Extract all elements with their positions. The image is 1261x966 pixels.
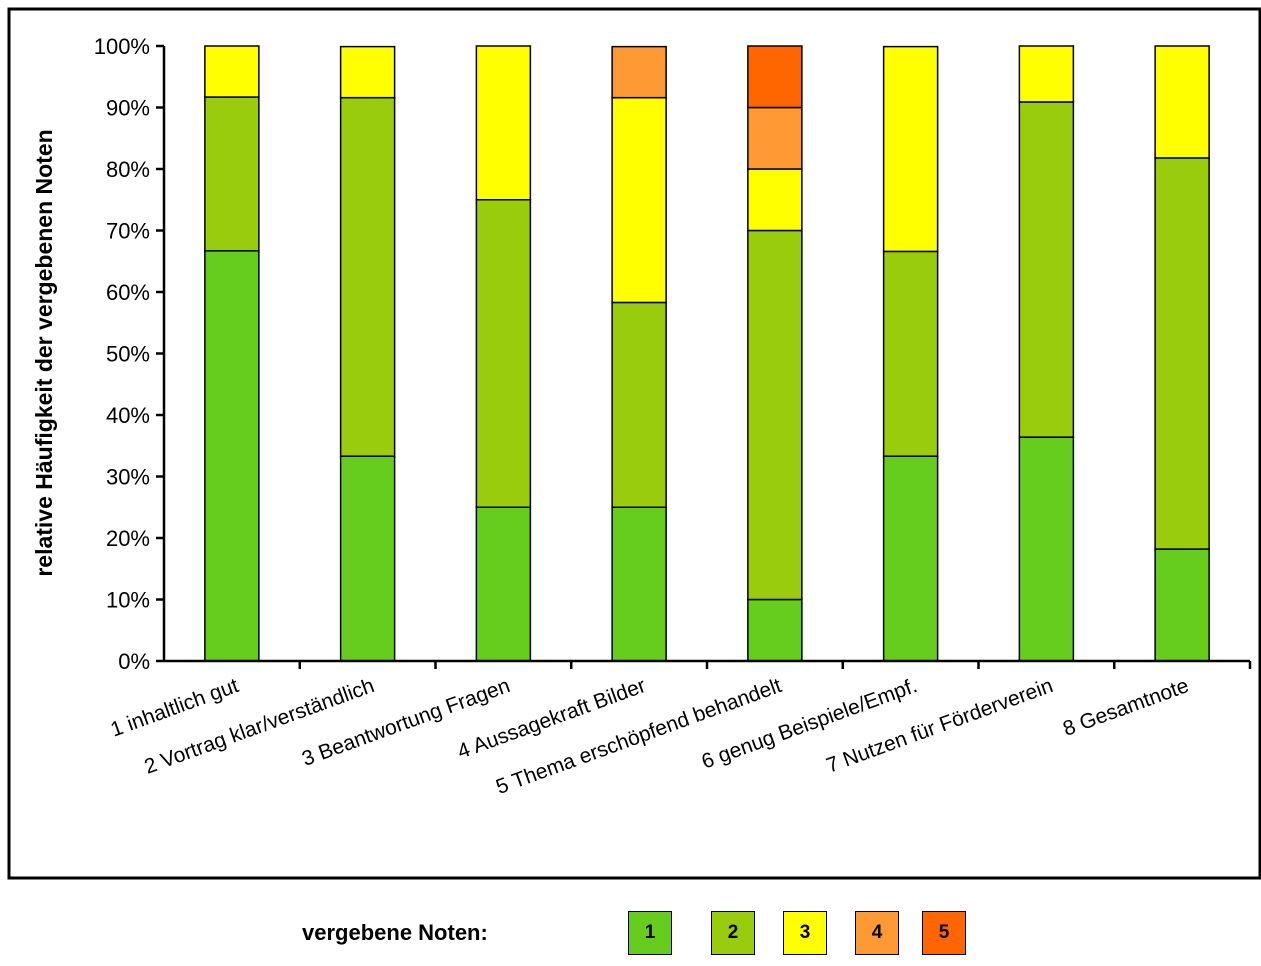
legend-label: 1 [644,922,656,943]
y-tick-label: 90% [106,96,150,121]
legend-label: 3 [799,922,811,943]
bar-segment-note-2 [1018,101,1075,438]
legend: vergebene Noten: 1 2 3 4 5 [0,900,1261,960]
bar-segment-note-2 [204,96,260,252]
bar-segment-note-3 [475,45,532,201]
bar-segment-note-3 [882,45,939,253]
y-tick-label: 100% [94,34,150,59]
legend-item-2: 2 [711,911,755,955]
bar-segment-note-4 [611,45,667,99]
bar-segment-note-2 [339,96,396,457]
stacked-bar-chart: 0%10%20%30%40%50%60%70%80%90%100% 1 inha… [7,7,1261,880]
y-tick-label: 40% [106,403,150,428]
y-tick-label: 80% [106,157,150,182]
bar-segment-note-3 [204,45,260,98]
bar-segment-note-3 [1154,45,1210,159]
legend-item-4: 4 [855,911,899,955]
bar-segment-note-1 [475,506,532,662]
bar-segment-note-3 [611,96,667,304]
bar-segment-note-1 [882,455,939,662]
y-axis-ticks: 0% 10% 20% 30% 40% 50% 60% 70% 80% 90% 100% [94,34,164,674]
legend-label: 5 [938,922,950,943]
bar-segment-note-1 [339,455,396,662]
y-tick-label: 20% [106,526,150,551]
bar-segment-note-1 [611,506,667,662]
bar-segment-note-2 [475,199,532,508]
y-tick-label: 70% [106,219,150,244]
bar-segment-note-4 [747,106,803,170]
bar-segment-note-2 [1154,157,1210,550]
legend-label: 4 [871,922,883,943]
y-tick-label: 50% [106,342,150,367]
bar-segment-note-3 [1018,45,1075,103]
y-axis-title: relative Häufigkeit der vergebenen Noten [31,129,57,576]
x-axis-ticks [298,661,1252,669]
bar-segment-note-1 [747,598,803,662]
bar-segment-note-3 [747,168,803,232]
legend-item-5: 5 [922,911,966,955]
bar-segment-note-5 [747,45,803,109]
bars [204,45,1210,662]
bar-segment-note-2 [747,229,803,601]
legend-item-3: 3 [783,911,827,955]
bar-segment-note-1 [204,250,260,662]
legend-label: 2 [727,922,739,943]
bar-segment-note-2 [611,301,667,508]
y-tick-label: 60% [106,280,150,305]
bar-segment-note-3 [339,45,396,99]
legend-title: vergebene Noten: [302,920,488,945]
bar-segment-note-1 [1154,548,1210,662]
y-tick-label: 10% [106,588,150,613]
legend-item-1: 1 [628,911,672,955]
bar-segment-note-2 [882,250,939,457]
y-tick-label: 30% [106,465,150,490]
y-tick-label: 0% [118,649,150,674]
bar-segment-note-1 [1018,436,1075,662]
chart-frame: 0% 10% 20% 30% 40% 50% 60% 70% 80% 90% 100% 1 inha… [7,7,1261,880]
